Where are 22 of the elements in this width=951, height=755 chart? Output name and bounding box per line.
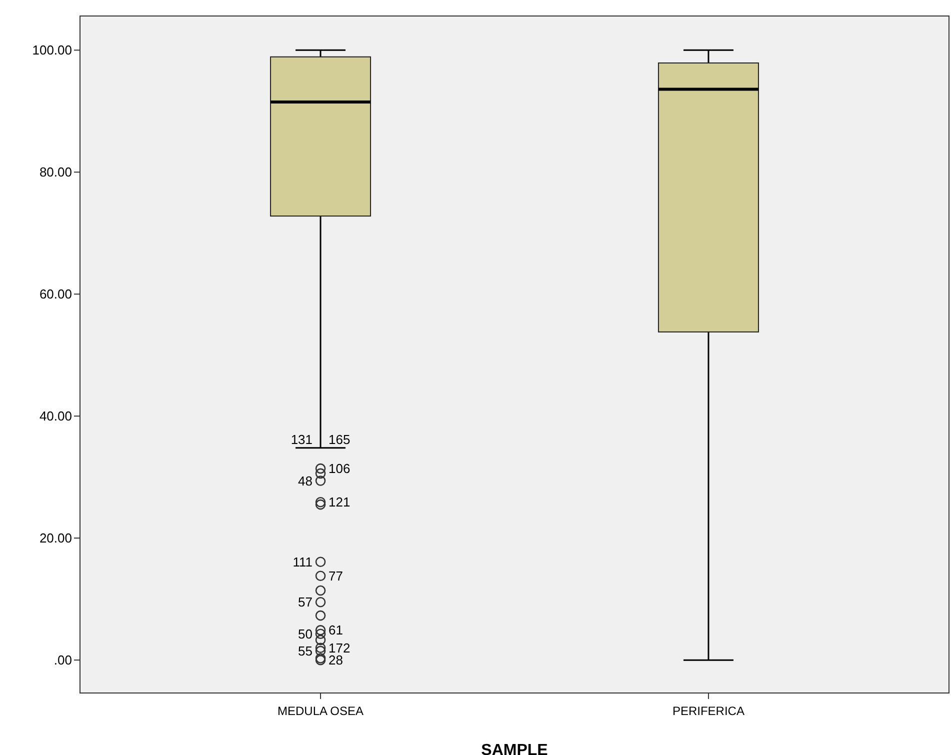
y-tick-label: .00 [54, 652, 72, 668]
y-tick-label: 100.00 [32, 42, 72, 58]
annotation: 77 [328, 568, 343, 584]
x-tick-label: MEDULA OSEA [278, 704, 364, 718]
annotation: 121 [328, 494, 350, 510]
annotation: 48 [298, 473, 313, 488]
annotation: 28 [328, 652, 343, 668]
y-tick-label: 40.00 [39, 408, 72, 424]
annotation: 61 [328, 622, 343, 638]
y-tick-label: 80.00 [39, 164, 72, 180]
annotation: 111 [292, 554, 313, 570]
annotation: 172 [328, 640, 350, 656]
annotation: 106 [328, 461, 350, 476]
y-tick-label: 20.00 [39, 530, 72, 546]
annotation: 165 [328, 432, 350, 447]
annotation: 50 [298, 626, 313, 642]
x-tick-label: PERIFERICA [672, 704, 744, 718]
y-tick-label: 60.00 [39, 286, 72, 302]
annotation: 55 [298, 643, 313, 658]
annotation: 131 [290, 432, 313, 447]
annotation: 57 [298, 594, 313, 610]
x-axis-title: SAMPLE [481, 742, 548, 755]
